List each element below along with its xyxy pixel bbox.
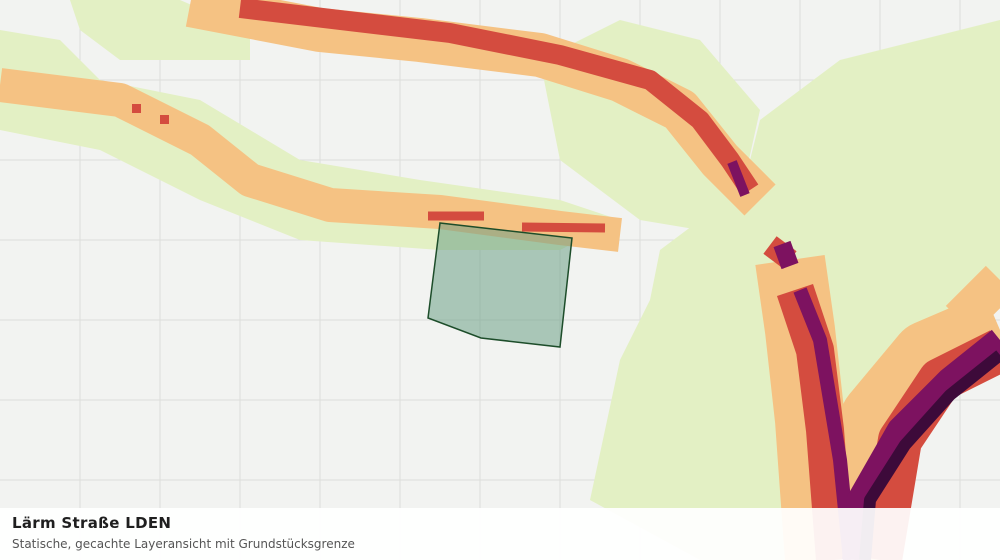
caption-bar: Lärm Straße LDEN Statische, gecachte Lay… <box>0 508 1000 560</box>
parcel-boundary[interactable] <box>427 222 573 348</box>
layer-title: Lärm Straße LDEN <box>12 514 172 532</box>
layer-subtitle: Statische, gecachte Layeransicht mit Gru… <box>12 537 355 551</box>
